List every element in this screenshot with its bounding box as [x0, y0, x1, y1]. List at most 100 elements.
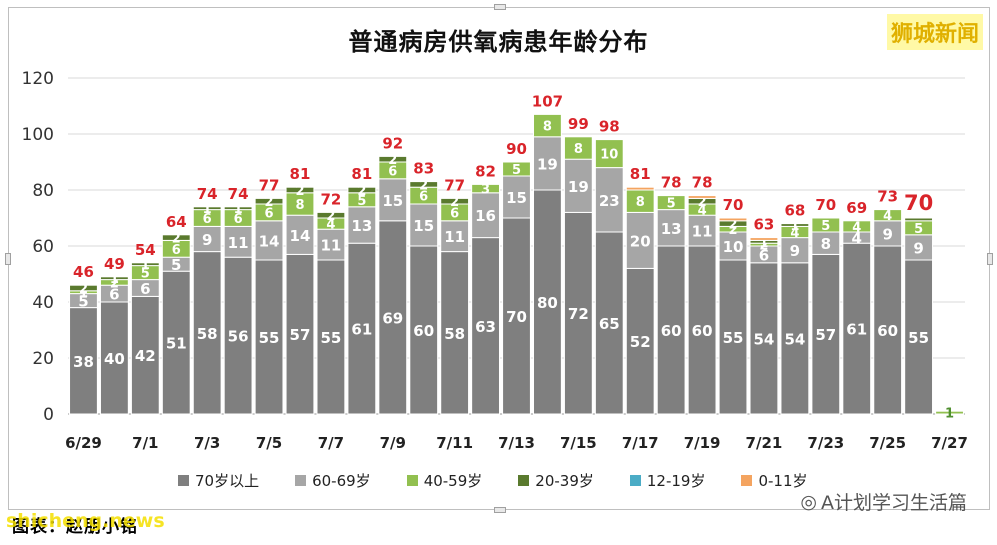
- total-label: 46: [73, 263, 94, 281]
- data-label: 6: [450, 206, 459, 221]
- data-label: 55: [723, 329, 744, 347]
- x-tick-label: 7/19: [684, 434, 721, 452]
- total-label: 70: [815, 196, 836, 214]
- bar-segment: [502, 217, 531, 415]
- data-label: 56: [228, 328, 249, 346]
- legend-swatch: [178, 475, 189, 486]
- data-label: 11: [228, 234, 249, 252]
- total-label: 90: [506, 140, 527, 158]
- y-tick-label: 120: [22, 69, 54, 89]
- data-label: 4: [883, 209, 892, 224]
- total-label: 68: [784, 202, 805, 220]
- bar-segment: [718, 259, 748, 415]
- data-label: 65: [599, 315, 620, 333]
- bar-segment: [99, 301, 129, 415]
- total-label: 54: [135, 241, 156, 259]
- data-label: 5: [357, 194, 366, 209]
- data-label: 5: [667, 197, 676, 212]
- data-label: 8: [821, 235, 831, 253]
- data-label: 2: [172, 232, 181, 247]
- bar-segment: [563, 136, 593, 160]
- data-label: 51: [166, 335, 187, 353]
- bar-segment: [347, 186, 377, 194]
- total-label: 78: [661, 174, 682, 192]
- bar-segment: [471, 237, 500, 415]
- bar-segment: [285, 186, 315, 194]
- total-label: 81: [351, 165, 372, 183]
- resize-handle-bottom[interactable]: [494, 507, 506, 513]
- total-label: 74: [228, 185, 249, 203]
- data-label: 60: [413, 322, 434, 340]
- data-label: 10: [600, 148, 618, 163]
- data-label: 15: [382, 192, 403, 210]
- data-label: 6: [203, 212, 212, 227]
- legend-label: 12-19岁: [646, 472, 706, 490]
- bar-segment: [687, 245, 717, 415]
- legend-swatch: [295, 475, 307, 486]
- data-label: 69: [382, 309, 403, 327]
- bar-segment: [285, 253, 315, 415]
- bar-segment: [811, 253, 841, 415]
- bar-segment: [409, 181, 439, 188]
- resize-handle-top[interactable]: [494, 4, 506, 10]
- data-label: 38: [73, 353, 94, 371]
- data-label: 3: [481, 183, 490, 198]
- legend-swatch: [741, 475, 753, 486]
- data-label: 52: [630, 333, 651, 351]
- total-label: 63: [754, 216, 775, 234]
- total-label: 72: [320, 190, 341, 208]
- data-label: 72: [568, 305, 589, 323]
- wechat-icon: ◎: [800, 490, 817, 513]
- bar-segment: [811, 217, 841, 233]
- data-label: 2: [79, 282, 88, 297]
- legend-item: 20-39岁: [518, 470, 594, 491]
- data-label: 10: [723, 238, 744, 256]
- total-label: 70: [723, 196, 744, 214]
- total-label: 107: [532, 92, 563, 110]
- data-label: 1: [234, 202, 243, 217]
- bar-segment: [904, 259, 934, 415]
- data-label: 60: [661, 322, 682, 340]
- data-label: 13: [351, 217, 372, 235]
- bar-segment: [69, 307, 98, 415]
- bar-segment: [223, 225, 253, 258]
- data-label: 58: [197, 325, 218, 343]
- data-label: 2: [295, 184, 304, 199]
- data-label: 2: [110, 276, 119, 291]
- y-tick-label: 0: [43, 405, 54, 425]
- bar-segment: [563, 158, 593, 213]
- data-label: 5: [78, 293, 88, 311]
- data-label: 5: [512, 163, 521, 178]
- total-label: 77: [444, 176, 465, 194]
- data-label: 6: [419, 190, 428, 205]
- bar-segment: [440, 251, 470, 415]
- data-label: 23: [599, 192, 620, 210]
- resize-handle-right[interactable]: [987, 253, 993, 265]
- data-label: 20: [630, 232, 651, 250]
- data-label: 55: [320, 329, 341, 347]
- legend-label: 20-39岁: [535, 472, 594, 490]
- bar-segment: [161, 234, 191, 241]
- bar-segment: [718, 217, 748, 222]
- bar-segment: [904, 217, 934, 222]
- bar-segment: [99, 276, 129, 281]
- total-label: 69: [846, 199, 867, 217]
- data-label: 2: [326, 209, 335, 224]
- bar-segment: [347, 242, 377, 415]
- data-label: 1: [141, 258, 150, 273]
- data-label: 40: [104, 350, 125, 368]
- data-label: 9: [913, 239, 923, 257]
- total-label: 81: [290, 165, 311, 183]
- data-label: 6: [140, 280, 150, 298]
- legend-item: 0-11岁: [741, 470, 808, 491]
- bar-segment: [409, 245, 439, 415]
- data-label: 4: [326, 218, 335, 233]
- y-tick-label: 60: [32, 237, 54, 257]
- data-label: 4: [790, 226, 799, 241]
- bar-segment: [316, 211, 346, 219]
- total-label: 78: [692, 174, 713, 192]
- data-label: 42: [135, 347, 156, 365]
- resize-handle-left[interactable]: [5, 253, 11, 265]
- bar-segment: [223, 256, 253, 415]
